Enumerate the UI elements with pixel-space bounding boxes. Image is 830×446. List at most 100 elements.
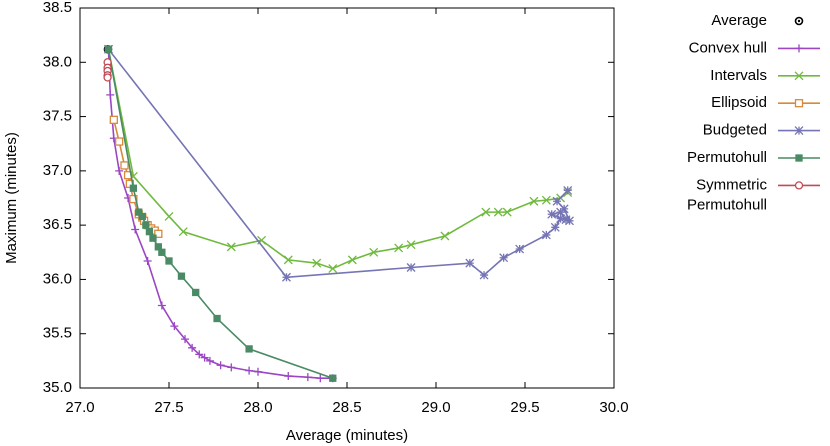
marker xyxy=(794,71,804,81)
marker xyxy=(106,90,115,99)
marker xyxy=(282,272,291,282)
marker xyxy=(794,181,804,190)
marker xyxy=(129,184,138,192)
marker xyxy=(170,322,179,331)
y-tick-label: 36.5 xyxy=(43,216,72,233)
y-axis-label: Maximum (minutes) xyxy=(3,132,20,264)
y-tick-label: 38.5 xyxy=(43,0,72,16)
marker xyxy=(499,253,509,263)
legend-label: Budgeted xyxy=(703,122,767,139)
marker xyxy=(493,207,503,217)
x-tick-label: 27.5 xyxy=(154,399,183,416)
marker xyxy=(794,99,804,108)
marker xyxy=(192,288,200,297)
marker xyxy=(145,228,154,236)
marker xyxy=(541,195,551,205)
marker xyxy=(312,258,322,268)
x-tick-label: 27.0 xyxy=(65,399,94,416)
x-axis-label: Average (minutes) xyxy=(286,427,408,444)
marker xyxy=(406,263,416,272)
marker xyxy=(103,73,112,82)
marker xyxy=(200,353,209,362)
marker xyxy=(129,194,138,204)
legend-label: Average xyxy=(711,12,767,29)
marker xyxy=(329,374,337,382)
marker xyxy=(245,366,254,375)
marker xyxy=(283,255,293,265)
marker xyxy=(164,211,174,221)
marker xyxy=(316,374,325,383)
x-tick-label: 29.5 xyxy=(510,399,539,416)
marker xyxy=(284,372,293,381)
series-line xyxy=(107,49,569,270)
marker xyxy=(131,225,140,234)
marker xyxy=(178,227,188,237)
marker xyxy=(188,343,197,352)
legend-label: Permutohull xyxy=(687,149,767,166)
marker xyxy=(369,247,379,257)
marker-dot xyxy=(797,19,801,23)
x-tick-label: 29.0 xyxy=(421,399,450,416)
marker xyxy=(794,16,804,26)
marker xyxy=(109,115,118,124)
marker xyxy=(226,242,236,252)
marker xyxy=(165,257,173,265)
marker xyxy=(216,361,225,370)
marker xyxy=(547,209,557,219)
plot-frame xyxy=(79,7,615,389)
marker xyxy=(149,234,157,242)
y-tick-label: 36.0 xyxy=(43,270,72,287)
marker xyxy=(115,166,124,175)
marker xyxy=(515,244,525,254)
marker xyxy=(104,45,113,53)
marker xyxy=(556,214,566,224)
marker xyxy=(213,314,221,323)
marker xyxy=(552,196,562,206)
marker xyxy=(157,301,166,310)
marker xyxy=(559,204,569,214)
y-tick-label: 35.5 xyxy=(43,325,72,342)
y-tick-label: 37.0 xyxy=(43,162,72,179)
marker xyxy=(563,185,573,195)
marker xyxy=(481,207,491,217)
x-tick-label: 30.0 xyxy=(599,399,628,416)
marker xyxy=(115,137,124,146)
marker xyxy=(138,212,146,221)
legend-label: Convex hull xyxy=(689,39,767,56)
marker xyxy=(347,255,357,265)
marker xyxy=(502,207,512,217)
y-tick-label: 37.5 xyxy=(43,108,72,125)
marker xyxy=(245,345,253,353)
legend-label: Symmetric Permutohull xyxy=(687,176,768,213)
marker xyxy=(142,221,150,229)
marker xyxy=(795,154,803,162)
legend-label: Ellipsoid xyxy=(711,94,767,111)
marker xyxy=(227,363,236,372)
marker xyxy=(205,356,214,365)
marker-ring xyxy=(794,16,804,26)
marker xyxy=(541,230,551,240)
y-tick-label: 35.0 xyxy=(43,379,72,396)
marker xyxy=(181,335,190,344)
marker xyxy=(529,196,539,206)
marker xyxy=(440,231,450,241)
marker xyxy=(465,258,475,268)
series-line xyxy=(107,48,571,279)
marker xyxy=(550,222,560,232)
marker xyxy=(406,240,416,250)
marker xyxy=(177,272,186,280)
marker xyxy=(795,44,803,53)
marker xyxy=(328,264,338,274)
marker xyxy=(561,215,571,225)
marker xyxy=(154,229,163,238)
y-tick-label: 38.0 xyxy=(43,53,72,70)
marker xyxy=(565,216,574,226)
marker xyxy=(158,248,166,256)
marker xyxy=(120,161,129,170)
marker xyxy=(794,126,804,136)
marker xyxy=(479,270,489,280)
marker xyxy=(195,350,204,359)
marker xyxy=(143,256,152,265)
